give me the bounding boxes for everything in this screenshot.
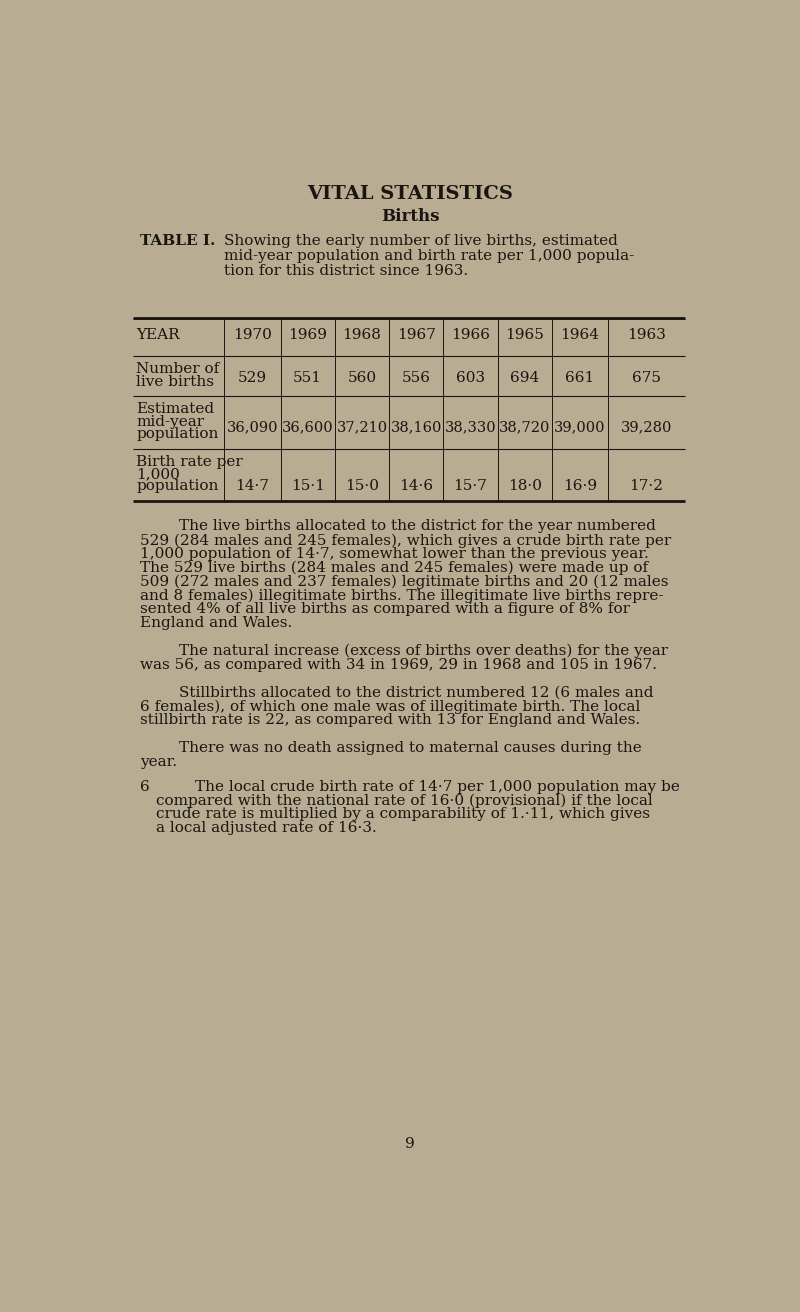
Text: 1964: 1964 — [560, 328, 599, 342]
Text: 37,210: 37,210 — [336, 421, 387, 434]
Text: 15·0: 15·0 — [345, 479, 379, 493]
Text: Number of: Number of — [137, 362, 220, 377]
Text: crude rate is multiplied by a comparability of 1.·11, which gives: crude rate is multiplied by a comparabil… — [156, 807, 650, 821]
Text: mid-year: mid-year — [137, 415, 205, 429]
Text: 39,000: 39,000 — [554, 421, 606, 434]
Text: 6 females), of which one male was of illegitimate birth. The local: 6 females), of which one male was of ill… — [140, 699, 641, 714]
Text: 15·1: 15·1 — [290, 479, 325, 493]
Text: 661: 661 — [565, 371, 594, 386]
Text: There was no death assigned to maternal causes during the: There was no death assigned to maternal … — [140, 741, 642, 756]
Text: 9: 9 — [405, 1138, 415, 1151]
Text: England and Wales.: England and Wales. — [140, 617, 293, 630]
Text: mid-year population and birth rate per 1,000 popula-: mid-year population and birth rate per 1… — [224, 249, 634, 264]
Text: a local adjusted rate of 16·3.: a local adjusted rate of 16·3. — [156, 821, 377, 836]
Text: population: population — [137, 426, 219, 441]
Text: tion for this district since 1963.: tion for this district since 1963. — [224, 264, 468, 278]
Text: The live births allocated to the district for the year numbered: The live births allocated to the distric… — [140, 520, 656, 534]
Text: 14·6: 14·6 — [399, 479, 434, 493]
Text: Showing the early number of live births, estimated: Showing the early number of live births,… — [224, 235, 618, 248]
Text: Estimated: Estimated — [137, 403, 214, 416]
Text: 17·2: 17·2 — [630, 479, 663, 493]
Text: 1967: 1967 — [397, 328, 436, 342]
Text: 15·7: 15·7 — [454, 479, 487, 493]
Text: 1966: 1966 — [451, 328, 490, 342]
Text: 603: 603 — [456, 371, 485, 386]
Text: 694: 694 — [510, 371, 539, 386]
Text: and 8 females) illegitimate births. The illegitimate live births repre-: and 8 females) illegitimate births. The … — [140, 589, 664, 604]
Text: 38,160: 38,160 — [390, 421, 442, 434]
Text: year.: year. — [140, 754, 178, 769]
Text: The natural increase (excess of births over deaths) for the year: The natural increase (excess of births o… — [140, 644, 669, 659]
Text: 1970: 1970 — [233, 328, 272, 342]
Text: 1963: 1963 — [627, 328, 666, 342]
Text: 1,000: 1,000 — [137, 467, 180, 482]
Text: 529: 529 — [238, 371, 267, 386]
Text: VITAL STATISTICS: VITAL STATISTICS — [307, 185, 513, 203]
Text: Birth rate per: Birth rate per — [137, 455, 243, 468]
Text: live births: live births — [137, 375, 214, 388]
Text: The local crude birth rate of 14·7 per 1,000 population may be: The local crude birth rate of 14·7 per 1… — [156, 779, 680, 794]
Text: compared with the national rate of 16·0 (provisional) if the local: compared with the national rate of 16·0 … — [156, 794, 653, 808]
Text: 1969: 1969 — [288, 328, 327, 342]
Text: Stillbirths allocated to the district numbered 12 (6 males and: Stillbirths allocated to the district nu… — [140, 686, 654, 699]
Text: YEAR: YEAR — [137, 328, 180, 342]
Text: 38,330: 38,330 — [445, 421, 496, 434]
Text: 39,280: 39,280 — [621, 421, 672, 434]
Text: 1,000 population of 14·7, somewhat lower than the previous year.: 1,000 population of 14·7, somewhat lower… — [140, 547, 649, 562]
Text: TABLE I.: TABLE I. — [140, 235, 216, 248]
Text: sented 4% of all live births as compared with a figure of 8% for: sented 4% of all live births as compared… — [140, 602, 630, 617]
Text: 551: 551 — [294, 371, 322, 386]
Text: population: population — [137, 479, 219, 493]
Text: 14·7: 14·7 — [235, 479, 270, 493]
Text: 18·0: 18·0 — [508, 479, 542, 493]
Text: 560: 560 — [347, 371, 377, 386]
Text: 6: 6 — [140, 779, 150, 794]
Text: 529 (284 males and 245 females), which gives a crude birth rate per: 529 (284 males and 245 females), which g… — [140, 533, 671, 547]
Text: 36,600: 36,600 — [282, 421, 334, 434]
Text: The 529 live births (284 males and 245 females) were made up of: The 529 live births (284 males and 245 f… — [140, 562, 649, 575]
Text: 36,090: 36,090 — [226, 421, 278, 434]
Text: 675: 675 — [632, 371, 661, 386]
Text: 509 (272 males and 237 females) legitimate births and 20 (12 males: 509 (272 males and 237 females) legitima… — [140, 575, 669, 589]
Text: 556: 556 — [402, 371, 430, 386]
Text: 16·9: 16·9 — [562, 479, 597, 493]
Text: 1965: 1965 — [506, 328, 544, 342]
Text: was 56, as compared with 34 in 1969, 29 in 1968 and 105 in 1967.: was 56, as compared with 34 in 1969, 29 … — [140, 657, 658, 672]
Text: 1968: 1968 — [342, 328, 382, 342]
Text: Births: Births — [381, 209, 439, 226]
Text: 38,720: 38,720 — [499, 421, 550, 434]
Text: stillbirth rate is 22, as compared with 13 for England and Wales.: stillbirth rate is 22, as compared with … — [140, 714, 641, 727]
